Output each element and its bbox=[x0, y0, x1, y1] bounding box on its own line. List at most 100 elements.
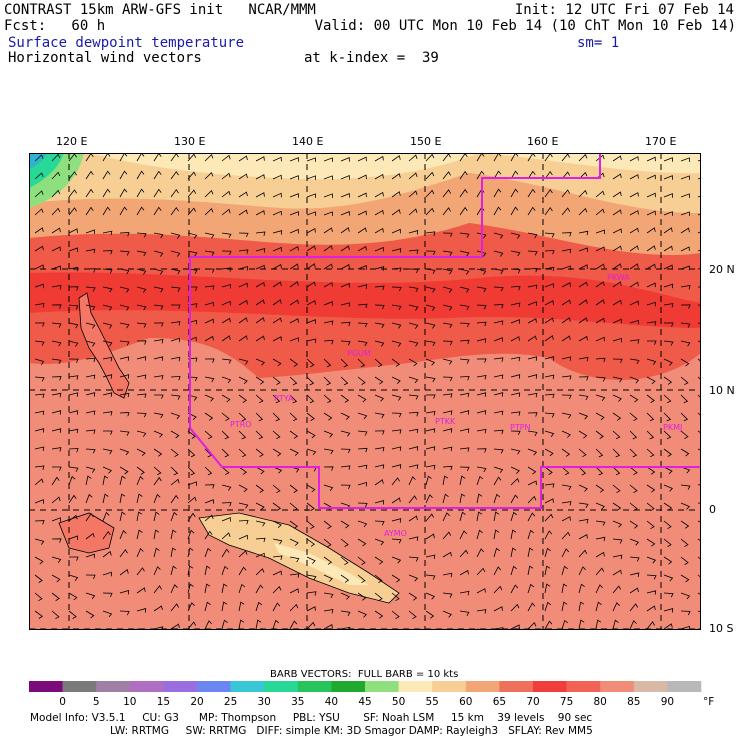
wind-barb bbox=[357, 464, 368, 470]
wind-barb bbox=[510, 250, 521, 257]
wind-barb bbox=[544, 250, 555, 255]
wind-barb bbox=[663, 556, 673, 565]
wind-barb bbox=[391, 556, 402, 564]
wind-barb bbox=[442, 322, 453, 329]
wind-barb bbox=[340, 211, 350, 216]
wind-barb bbox=[68, 247, 78, 253]
wind-barb bbox=[102, 206, 111, 216]
wind-barb bbox=[323, 227, 333, 234]
wind-barb bbox=[272, 263, 282, 270]
wind-barb bbox=[255, 210, 265, 216]
wind-barb bbox=[255, 299, 265, 306]
wind-barb bbox=[119, 188, 128, 198]
wind-barb bbox=[493, 337, 503, 342]
wind-barb bbox=[238, 566, 247, 576]
wind-barb bbox=[34, 172, 44, 180]
wind-barb bbox=[103, 430, 113, 435]
wind-barb bbox=[527, 466, 537, 475]
wind-barb bbox=[374, 479, 384, 486]
color-scale-box bbox=[163, 681, 198, 692]
wind-barb bbox=[119, 549, 128, 558]
wind-barb bbox=[255, 281, 265, 288]
wind-barb bbox=[578, 153, 588, 162]
wind-barb bbox=[34, 376, 45, 382]
wind-barb bbox=[663, 430, 672, 440]
wind-barb bbox=[34, 358, 45, 365]
wind-barb bbox=[493, 585, 503, 594]
wind-barb bbox=[595, 317, 605, 324]
wind-barb bbox=[306, 300, 316, 306]
color-scale-tick: 10 bbox=[123, 696, 136, 708]
wind-barb bbox=[646, 376, 656, 385]
wind-barb bbox=[272, 538, 283, 545]
wind-barb bbox=[289, 430, 299, 439]
wind-barb bbox=[306, 281, 316, 288]
wind-barb bbox=[561, 430, 571, 438]
wind-barb bbox=[306, 338, 317, 344]
wind-barb bbox=[272, 394, 281, 404]
wind-barb bbox=[527, 374, 538, 379]
wind-barb bbox=[578, 430, 588, 439]
wind-barb bbox=[391, 446, 402, 451]
wind-barb bbox=[459, 392, 470, 398]
wind-barb bbox=[646, 574, 657, 580]
wind-barb bbox=[102, 250, 113, 255]
wind-barb bbox=[459, 232, 470, 238]
wind-barb bbox=[153, 339, 164, 344]
wind-barb bbox=[357, 592, 367, 601]
wind-barb bbox=[663, 245, 673, 252]
wind-barb bbox=[493, 392, 504, 397]
wind-barb bbox=[136, 170, 145, 180]
color-scale-box bbox=[197, 681, 231, 692]
wind-barb bbox=[595, 246, 605, 252]
wind-barb bbox=[595, 357, 606, 363]
smoothing-label: sm= 1 bbox=[577, 35, 620, 51]
wind-barb bbox=[612, 430, 621, 440]
wind-barb bbox=[663, 608, 674, 613]
wind-barb bbox=[527, 495, 537, 504]
wind-barb bbox=[493, 320, 504, 325]
wind-barb bbox=[527, 392, 538, 398]
wind-barb bbox=[527, 622, 537, 630]
wind-barb bbox=[442, 592, 453, 598]
wind-barb bbox=[680, 610, 691, 616]
wind-barb bbox=[561, 394, 572, 400]
wind-barb bbox=[51, 428, 62, 433]
wind-barb bbox=[510, 624, 520, 630]
wind-barb bbox=[663, 623, 673, 630]
color-scale-box bbox=[230, 681, 265, 692]
wind-barb bbox=[289, 448, 299, 456]
wind-barb bbox=[170, 232, 181, 239]
wind-barb bbox=[119, 589, 130, 595]
wind-barb bbox=[391, 267, 402, 272]
wind-barb bbox=[391, 286, 402, 292]
k-index-label: at k-index = 39 bbox=[304, 50, 439, 66]
wind-barb bbox=[153, 476, 162, 486]
wind-barb bbox=[238, 430, 247, 440]
wind-barb bbox=[306, 520, 315, 530]
wind-barb bbox=[527, 284, 538, 290]
wind-barb bbox=[340, 484, 351, 490]
color-scale-tick: 70 bbox=[526, 696, 539, 708]
wind-barb bbox=[425, 513, 435, 522]
wind-barb bbox=[629, 210, 639, 216]
wind-barb bbox=[102, 188, 111, 198]
physics-info: LW: RRTMG SW: RRTMG DIFF: simple KM: 3D … bbox=[110, 725, 593, 737]
wind-barb bbox=[646, 156, 656, 162]
wind-barb bbox=[306, 606, 316, 612]
wind-barb bbox=[68, 428, 79, 434]
wind-barb bbox=[680, 430, 689, 440]
wind-barb bbox=[595, 394, 606, 402]
wind-barb bbox=[493, 511, 500, 522]
wind-barb bbox=[578, 502, 589, 508]
wind-barb bbox=[663, 303, 674, 308]
wind-barb bbox=[663, 448, 672, 457]
wind-barb bbox=[34, 340, 45, 346]
wind-barb bbox=[527, 188, 536, 198]
wind-barb bbox=[204, 232, 215, 239]
wind-barb bbox=[646, 394, 655, 403]
wind-barb bbox=[476, 548, 485, 558]
wind-barb bbox=[119, 374, 130, 379]
wind-barb bbox=[544, 466, 553, 475]
wind-barb bbox=[323, 466, 334, 471]
